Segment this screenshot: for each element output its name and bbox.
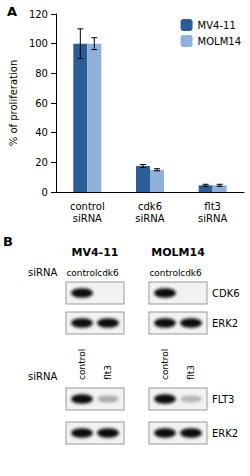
svg-text:control: control — [70, 201, 105, 212]
svg-text:100: 100 — [29, 38, 48, 49]
svg-text:20: 20 — [35, 157, 48, 168]
svg-text:MV4-11: MV4-11 — [198, 20, 236, 31]
svg-text:MOLM14: MOLM14 — [151, 246, 205, 259]
svg-text:siRNA: siRNA — [28, 267, 57, 278]
svg-text:FLT3: FLT3 — [212, 394, 234, 405]
svg-text:control: control — [66, 268, 97, 278]
svg-text:MOLM14: MOLM14 — [198, 36, 241, 47]
svg-text:A: A — [7, 4, 17, 19]
svg-text:control: control — [77, 349, 87, 380]
svg-text:% of proliferation: % of proliferation — [8, 60, 19, 146]
svg-text:CDK6: CDK6 — [212, 288, 240, 299]
svg-text:ERK2: ERK2 — [212, 428, 238, 439]
svg-text:siRNA: siRNA — [28, 371, 57, 382]
svg-text:60: 60 — [35, 98, 48, 109]
svg-text:flt3: flt3 — [186, 365, 196, 380]
svg-text:flt3: flt3 — [204, 201, 221, 212]
svg-text:siRNA: siRNA — [135, 213, 164, 224]
svg-text:control: control — [160, 349, 170, 380]
svg-text:siRNA: siRNA — [73, 213, 102, 224]
svg-text:0: 0 — [42, 187, 48, 198]
svg-text:flt3: flt3 — [103, 365, 113, 380]
svg-text:40: 40 — [35, 127, 48, 138]
svg-text:MV4-11: MV4-11 — [72, 246, 119, 259]
svg-text:cdk6: cdk6 — [97, 268, 119, 278]
svg-text:B: B — [3, 234, 13, 249]
svg-text:120: 120 — [29, 9, 48, 20]
svg-text:cdk6: cdk6 — [138, 201, 162, 212]
svg-text:siRNA: siRNA — [198, 213, 227, 224]
svg-text:ERK2: ERK2 — [212, 318, 238, 329]
svg-text:cdk6: cdk6 — [180, 268, 202, 278]
svg-text:80: 80 — [35, 68, 48, 79]
svg-text:control: control — [149, 268, 180, 278]
